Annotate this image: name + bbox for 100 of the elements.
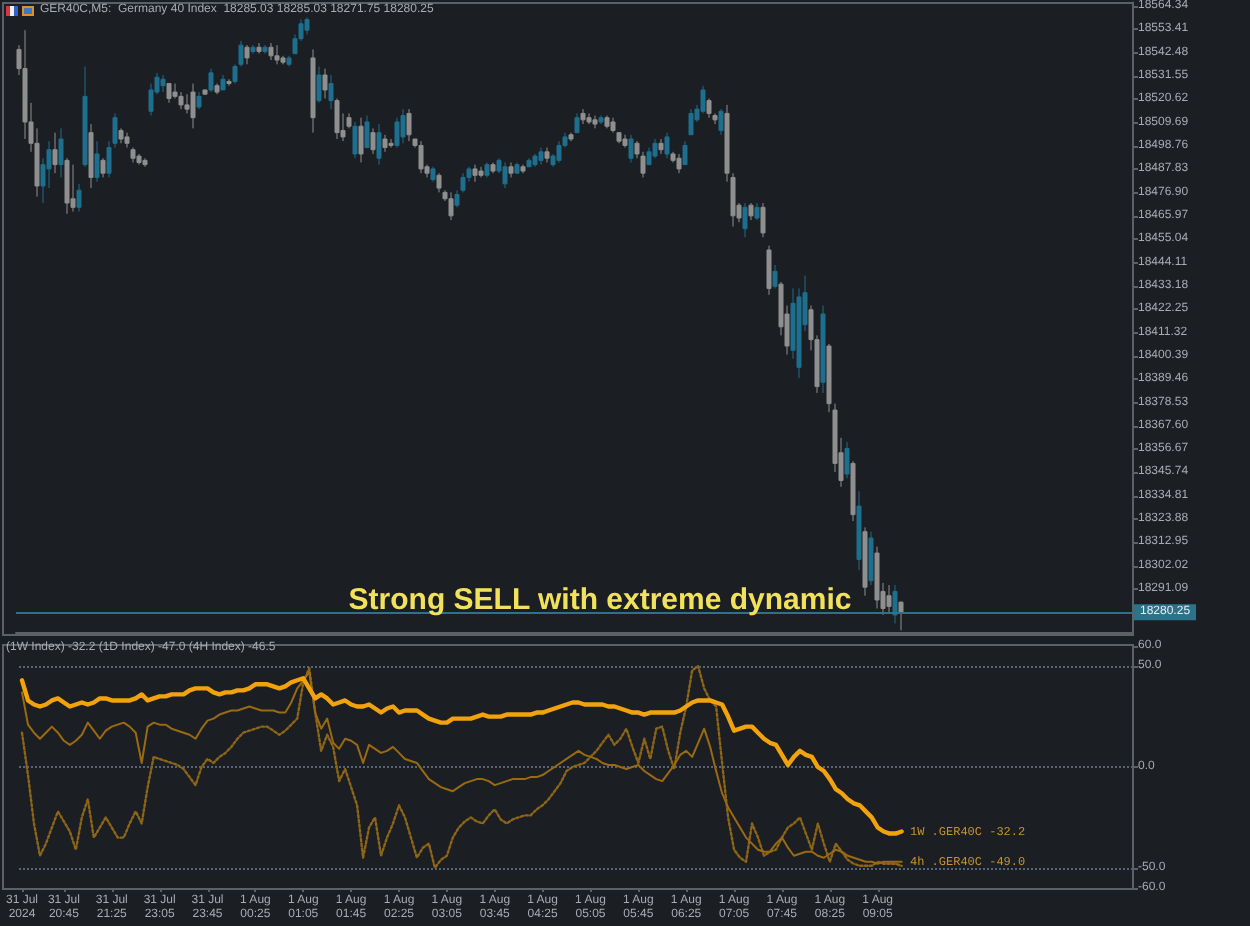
candlestick (310, 48, 316, 134)
candlestick (256, 42, 262, 55)
candlestick (196, 91, 202, 110)
candlestick (376, 123, 382, 166)
candlestick (820, 304, 826, 394)
candlestick (688, 108, 694, 136)
candlestick (202, 89, 208, 95)
candlestick (772, 264, 778, 289)
candlestick (64, 157, 70, 215)
candlestick (88, 123, 94, 189)
candlestick (364, 115, 370, 149)
candlestick (388, 138, 394, 149)
candlestick (448, 191, 454, 221)
candlestick (58, 127, 64, 178)
candlestick (556, 140, 562, 163)
candlestick (862, 526, 868, 597)
candlestick (226, 78, 232, 87)
candlestick (604, 115, 610, 129)
candlestick (190, 83, 196, 129)
candlestick (676, 153, 682, 174)
candlestick (850, 460, 856, 522)
candlestick (874, 546, 880, 610)
candlestick (370, 127, 376, 155)
candlestick (592, 115, 598, 129)
candlestick (658, 138, 664, 155)
candlestick (208, 68, 214, 93)
candlestick (82, 65, 88, 168)
candlestick (124, 132, 130, 149)
candlestick (748, 202, 754, 221)
candlestick (886, 584, 892, 614)
candlestick (142, 157, 148, 168)
candlestick (382, 134, 388, 153)
candlestick (250, 44, 256, 55)
candlestick (646, 147, 652, 166)
candlestick (322, 68, 328, 99)
line-series (19, 676, 904, 836)
candlestick (244, 44, 250, 65)
candlestick (502, 162, 508, 189)
candlestick (52, 132, 58, 174)
candlestick (622, 134, 628, 149)
candlestick (484, 162, 490, 178)
candlestick (334, 97, 340, 140)
candlestick (718, 108, 724, 136)
candlestick (700, 85, 706, 114)
candlestick (436, 172, 442, 193)
candlestick (892, 584, 898, 624)
candlestick (394, 117, 400, 149)
candlestick (868, 531, 874, 586)
candlestick (118, 127, 124, 144)
candlestick (682, 140, 688, 166)
candlestick (664, 132, 670, 159)
candlestick (160, 74, 166, 93)
candlestick (178, 91, 184, 110)
candlestick (274, 44, 280, 65)
candlestick (508, 162, 514, 178)
candlestick (706, 97, 712, 119)
candlestick (406, 108, 412, 142)
candlestick (328, 74, 334, 110)
candlestick (898, 601, 904, 631)
candlestick (628, 134, 634, 163)
candlestick (214, 83, 220, 95)
candlestick (304, 16, 310, 35)
candlestick (652, 138, 658, 159)
candlestick (220, 74, 226, 91)
candlestick (472, 164, 478, 183)
candlestick (430, 166, 436, 183)
candlestick (76, 183, 82, 213)
candlestick (136, 153, 142, 166)
candlestick (352, 121, 358, 159)
candlestick (418, 140, 424, 174)
candlestick (94, 140, 100, 183)
candlestick (100, 157, 106, 178)
candlestick (598, 115, 604, 125)
candlestick (844, 441, 850, 479)
candlestick (286, 55, 292, 67)
candlestick (514, 162, 520, 174)
candlestick (580, 108, 586, 125)
candlestick (544, 147, 550, 163)
candlestick (568, 132, 574, 142)
candlestick (358, 117, 364, 163)
candlestick (526, 157, 532, 168)
candlestick (574, 112, 580, 134)
candlestick (490, 162, 496, 174)
candlestick (538, 147, 544, 166)
candlestick (166, 83, 172, 104)
candlestick (478, 166, 484, 178)
candlestick (586, 112, 592, 125)
candlestick (262, 44, 268, 55)
candlestick (520, 164, 526, 174)
candlestick (856, 490, 862, 571)
annotation: Strong SELL with extreme dynamic (348, 583, 852, 617)
candlestick (532, 153, 538, 168)
candlestick (70, 164, 76, 213)
candlestick (760, 202, 766, 238)
candlestick (766, 245, 772, 296)
candlestick (742, 202, 748, 238)
candlestick (316, 65, 322, 104)
candlestick (268, 42, 274, 61)
candlestick (754, 202, 760, 221)
candlestick (400, 108, 406, 144)
